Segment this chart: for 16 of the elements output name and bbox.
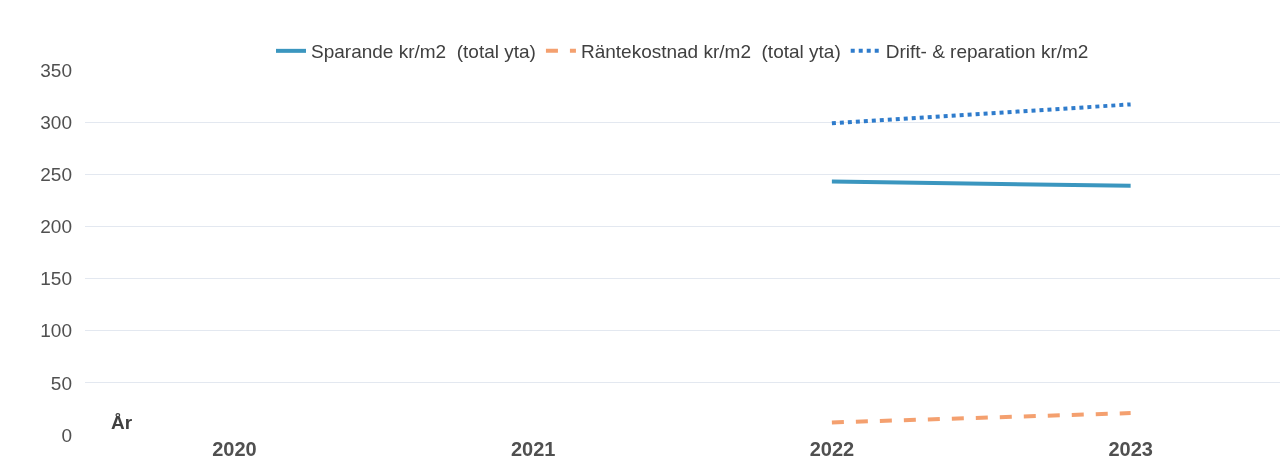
legend-label: Räntekostnad kr/m2 (total yta) [580,41,841,63]
x-tick-label: 2022 [809,438,855,460]
x-tick-label: 2021 [510,438,556,460]
y-tick-label: 100 [40,320,72,342]
x-axis-title: År [111,412,133,433]
y-tick-label: 0 [61,424,72,446]
y-tick-label: 200 [40,216,72,238]
y-tick-label: 300 [40,111,72,133]
legend-label: Sparande kr/m2 (total yta) [311,41,536,63]
legend-label: Drift- & reparation kr/m2 [885,41,1089,63]
y-tick-label: 150 [40,268,72,290]
x-tick-label: 2020 [212,438,257,460]
x-tick-label: 2023 [1108,438,1153,460]
y-tick-label: 50 [50,372,72,394]
y-tick-label: 350 [40,59,72,81]
y-tick-label: 250 [40,163,72,185]
